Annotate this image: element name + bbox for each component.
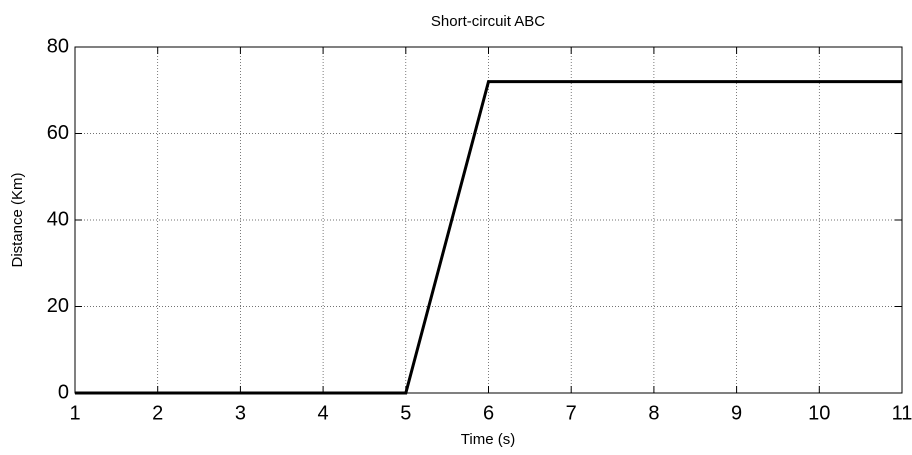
data-line: [75, 80, 902, 395]
x-tick-label: 8: [648, 402, 659, 424]
chart-title: Short-circuit ABC: [431, 13, 545, 30]
y-tick-label: 40: [47, 208, 69, 230]
y-tick-label: 0: [58, 381, 69, 403]
x-tick-label: 1: [69, 402, 80, 424]
x-tick-label: 3: [235, 402, 246, 424]
x-axis-label: Time (s): [461, 431, 515, 448]
plot-frame: [74, 46, 903, 394]
x-tick-label: 11: [892, 402, 912, 424]
x-tick-label: 9: [731, 402, 742, 424]
x-tick-label: 6: [483, 402, 494, 424]
x-tick-label: 2: [152, 402, 163, 424]
y-tick-label: 60: [47, 122, 69, 144]
x-tick-label: 10: [808, 402, 830, 424]
x-tick-label: 7: [566, 402, 577, 424]
x-tick-label: 4: [318, 402, 329, 424]
y-tick-label: 80: [47, 35, 69, 57]
y-axis-label: Distance (Km): [9, 172, 26, 267]
y-tick-label: 20: [47, 295, 69, 317]
x-tick-label: 5: [400, 402, 411, 424]
